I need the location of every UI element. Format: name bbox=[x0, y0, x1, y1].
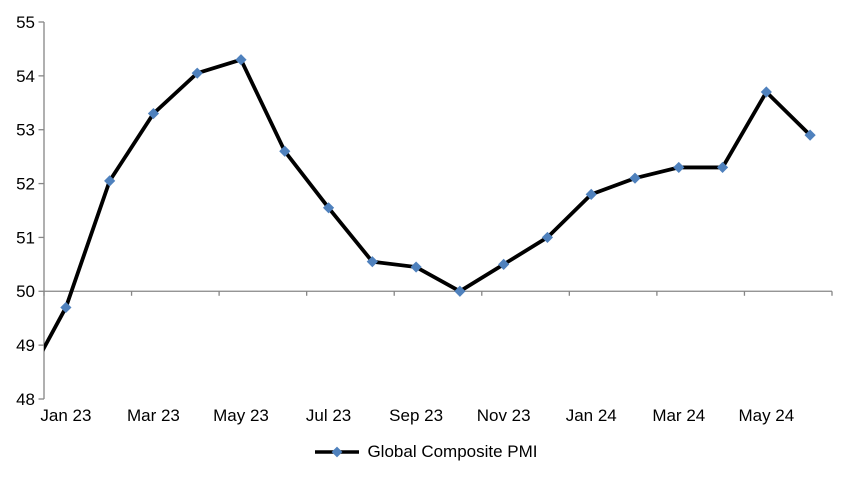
data-point-marker bbox=[454, 285, 466, 297]
x-axis-tick-label: Mar 24 bbox=[652, 406, 705, 425]
y-axis-tick-label: 55 bbox=[16, 13, 35, 32]
x-axis-tick-label: May 24 bbox=[738, 406, 794, 425]
data-point-marker bbox=[366, 256, 378, 268]
data-point-marker bbox=[498, 258, 510, 270]
y-axis-tick-label: 49 bbox=[16, 336, 35, 355]
x-axis-tick-label: Jan 23 bbox=[40, 406, 91, 425]
y-axis-tick-label: 51 bbox=[16, 228, 35, 247]
data-point-marker bbox=[585, 188, 597, 200]
pmi-series-markers bbox=[60, 54, 816, 314]
data-point-marker bbox=[322, 202, 335, 214]
data-point-marker bbox=[147, 107, 160, 120]
y-axis-tick-label: 54 bbox=[16, 67, 35, 86]
pmi-series-line bbox=[44, 57, 812, 352]
pmi-line-chart: 55 54 53 52 51 50 49 48 Jan 23 Mar 23 May 23 Jul 23… bbox=[16, 13, 833, 425]
data-point-marker bbox=[673, 161, 685, 174]
legend-sample-marker bbox=[332, 446, 343, 457]
data-point-marker bbox=[235, 54, 247, 66]
data-point-marker bbox=[410, 261, 422, 273]
y-axis-tick-label: 52 bbox=[16, 175, 35, 194]
x-axis-tick-label: May 23 bbox=[213, 406, 269, 425]
data-point-marker bbox=[104, 175, 116, 187]
y-axis-tick-label: 53 bbox=[16, 121, 35, 140]
data-point-marker bbox=[629, 172, 641, 184]
data-point-marker bbox=[541, 231, 554, 244]
data-point-marker bbox=[279, 145, 291, 157]
data-point-marker bbox=[760, 86, 772, 98]
data-point-marker bbox=[716, 161, 729, 174]
chart-legend: Global Composite PMI bbox=[0, 443, 852, 460]
x-axis-tick-label: Sep 23 bbox=[389, 406, 443, 425]
x-axis-tick-label: Mar 23 bbox=[127, 406, 180, 425]
data-point-marker bbox=[804, 129, 816, 141]
data-point-marker bbox=[191, 67, 203, 79]
x-axis-tick-label: Jan 24 bbox=[566, 406, 617, 425]
x-axis-tick-label: Nov 23 bbox=[477, 406, 531, 425]
legend-series-label: Global Composite PMI bbox=[367, 442, 538, 461]
data-point-marker bbox=[60, 301, 72, 314]
x-axis-tick-label: Jul 23 bbox=[306, 406, 351, 425]
legend-line-marker-sample bbox=[315, 446, 360, 457]
y-axis-tick-label: 48 bbox=[16, 390, 35, 409]
y-axis-tick-label: 50 bbox=[16, 282, 35, 301]
